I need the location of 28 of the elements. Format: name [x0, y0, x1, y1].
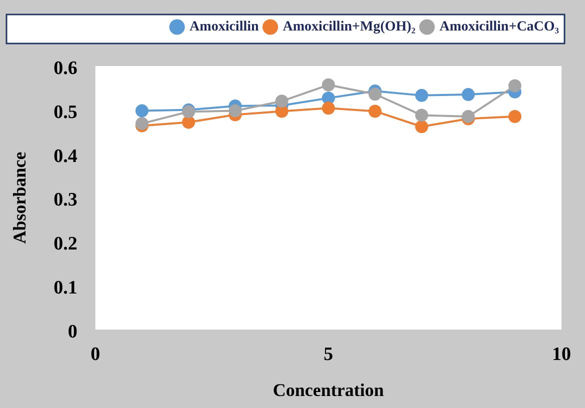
x-axis-title: Concentration: [272, 380, 384, 400]
point: [415, 120, 428, 134]
y-tick-label: 0.5: [54, 102, 78, 123]
point: [135, 104, 148, 118]
y-tick-label: 0.1: [54, 278, 78, 299]
point: [322, 78, 335, 92]
point: [415, 88, 428, 102]
point: [508, 79, 522, 92]
y-tick-label: 0.6: [54, 58, 78, 79]
point: [368, 88, 382, 101]
x-tick-label: 0: [90, 344, 100, 365]
point: [275, 94, 288, 108]
point: [228, 104, 242, 118]
y-tick-label: 0: [68, 322, 78, 343]
point: [462, 88, 475, 102]
x-tick-label: 5: [324, 344, 334, 365]
legend-label: Amoxicillin+Mg(OH)₂: [282, 20, 416, 35]
x-tick-label: 10: [552, 344, 571, 365]
y-axis-title: Absorbance: [9, 152, 30, 244]
y-tick-label: 0.2: [54, 234, 78, 255]
y-tick-label: 0.4: [54, 146, 78, 167]
legend-label: Amoxicillin: [190, 20, 259, 35]
legend-label: Amoxicillin+CaCO₃: [439, 20, 560, 35]
point: [415, 108, 428, 122]
point: [322, 102, 335, 115]
y-tick-label: 0.3: [54, 190, 78, 211]
point: [368, 104, 382, 118]
point: [508, 110, 522, 124]
